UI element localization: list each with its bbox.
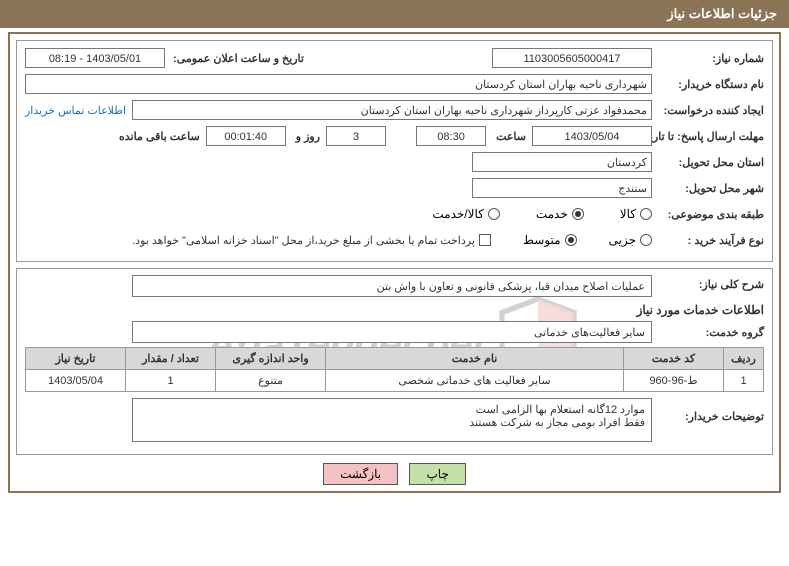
info-panel: شماره نیاز: 1103005605000417 تاریخ و ساع… xyxy=(16,40,773,262)
notes-line1: موارد 12گانه استعلام بها الزامی است xyxy=(139,403,645,416)
th-row: ردیف xyxy=(724,348,764,370)
back-button[interactable]: بازگشت xyxy=(323,463,398,485)
cell-name: سایر فعالیت های خدماتی شخصی xyxy=(326,370,624,392)
city-value: سنندج xyxy=(472,178,652,198)
buyer-org-label: نام دستگاه خریدار: xyxy=(652,78,764,91)
button-row: چاپ بازگشت xyxy=(16,463,773,485)
radio-service[interactable]: خدمت xyxy=(536,207,584,221)
need-no-label: شماره نیاز: xyxy=(652,52,764,65)
province-value: کردستان xyxy=(472,152,652,172)
page-title: جزئیات اطلاعات نیاز xyxy=(0,0,789,28)
desc-value: عملیات اصلاح میدان قبا، پزشکی قانونی و ت… xyxy=(132,275,652,297)
th-qty: تعداد / مقدار xyxy=(126,348,216,370)
requester-value: محمدفواد عزتی کارپرداز شهرداری ناحیه بها… xyxy=(132,100,652,120)
days-remaining: 3 xyxy=(326,126,386,146)
radio-both[interactable]: کالا/خدمت xyxy=(432,207,499,221)
payment-note: پرداخت تمام یا بخشی از مبلغ خرید،از محل … xyxy=(132,234,475,247)
notes-line2: فقط افراد بومی مجاز به شرکت هستند xyxy=(139,416,645,429)
radio-both-label: کالا/خدمت xyxy=(432,207,483,221)
notes-label: توضیحات خریدار: xyxy=(652,398,764,423)
radio-both-dot xyxy=(488,208,500,220)
time-label: ساعت xyxy=(492,130,526,143)
cell-unit: متنوع xyxy=(216,370,326,392)
radio-small-dot xyxy=(640,234,652,246)
group-label: گروه خدمت: xyxy=(652,326,764,339)
payment-checkbox[interactable] xyxy=(479,234,491,246)
radio-goods-dot xyxy=(640,208,652,220)
province-label: استان محل تحویل: xyxy=(652,156,764,169)
main-panel: AriaTender.net شماره نیاز: 1103005605000… xyxy=(8,32,781,493)
services-table: ردیف کد خدمت نام خدمت واحد اندازه گیری ت… xyxy=(25,347,764,392)
radio-small[interactable]: جزیی xyxy=(609,233,652,247)
services-title: اطلاعات خدمات مورد نیاز xyxy=(25,303,764,317)
deadline-time: 08:30 xyxy=(416,126,486,146)
time-remaining: 00:01:40 xyxy=(206,126,286,146)
deadline-label: مهلت ارسال پاسخ: تا تاریخ: xyxy=(652,130,764,143)
deadline-date: 1403/05/04 xyxy=(532,126,652,146)
radio-medium[interactable]: متوسط xyxy=(523,233,577,247)
desc-label: شرح کلی نیاز: xyxy=(652,275,764,291)
radio-small-label: جزیی xyxy=(609,233,636,247)
th-date: تاریخ نیاز xyxy=(26,348,126,370)
group-value: سایر فعالیت‌های خدماتی xyxy=(132,321,652,343)
cell-code: ط-96-960 xyxy=(624,370,724,392)
pub-date-label: تاریخ و ساعت اعلان عمومی: xyxy=(169,52,304,65)
remaining-label: ساعت باقی مانده xyxy=(115,130,200,143)
contact-link[interactable]: اطلاعات تماس خریدار xyxy=(25,104,126,117)
th-unit: واحد اندازه گیری xyxy=(216,348,326,370)
table-row: 1 ط-96-960 سایر فعالیت های خدماتی شخصی م… xyxy=(26,370,764,392)
radio-medium-dot xyxy=(565,234,577,246)
print-button[interactable]: چاپ xyxy=(409,463,465,485)
radio-service-dot xyxy=(572,208,584,220)
radio-goods-label: کالا xyxy=(620,207,636,221)
need-no-value: 1103005605000417 xyxy=(492,48,652,68)
radio-medium-label: متوسط xyxy=(523,233,561,247)
cell-row: 1 xyxy=(724,370,764,392)
requester-label: ایجاد کننده درخواست: xyxy=(652,104,764,117)
cell-qty: 1 xyxy=(126,370,216,392)
buyer-org-value: شهرداری ناحیه بهاران استان کردستان xyxy=(25,74,652,94)
details-panel: شرح کلی نیاز: عملیات اصلاح میدان قبا، پز… xyxy=(16,268,773,455)
pub-date-value: 1403/05/01 - 08:19 xyxy=(25,48,165,68)
cell-date: 1403/05/04 xyxy=(26,370,126,392)
notes-value: موارد 12گانه استعلام بها الزامی است فقط … xyxy=(132,398,652,442)
table-header-row: ردیف کد خدمت نام خدمت واحد اندازه گیری ت… xyxy=(26,348,764,370)
days-and-label: روز و xyxy=(292,130,320,143)
th-name: نام خدمت xyxy=(326,348,624,370)
city-label: شهر محل تحویل: xyxy=(652,182,764,195)
th-code: کد خدمت xyxy=(624,348,724,370)
category-label: طبقه بندی موضوعی: xyxy=(652,208,764,221)
radio-service-label: خدمت xyxy=(536,207,568,221)
process-label: نوع فرآیند خرید : xyxy=(652,234,764,247)
radio-goods[interactable]: کالا xyxy=(620,207,652,221)
